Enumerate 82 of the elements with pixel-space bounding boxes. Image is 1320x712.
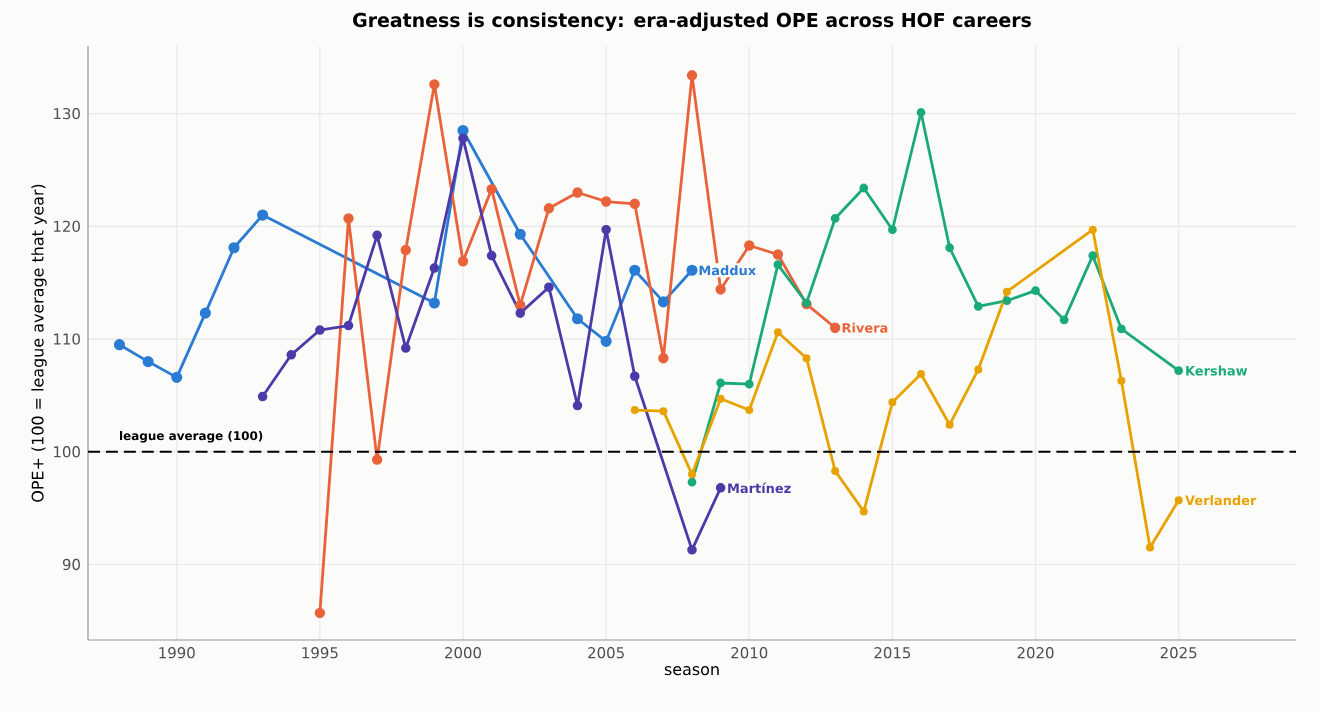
point (772, 249, 784, 260)
point (917, 370, 926, 378)
point (659, 407, 668, 416)
point (515, 300, 526, 311)
point (686, 264, 698, 276)
point (286, 350, 297, 360)
point (1031, 286, 1040, 295)
point (1117, 324, 1126, 334)
point (744, 240, 755, 251)
point (688, 470, 696, 479)
point (859, 183, 869, 193)
point (1088, 251, 1098, 261)
point (916, 108, 926, 117)
point (829, 322, 841, 333)
point (601, 224, 611, 235)
point (486, 250, 497, 261)
point (228, 242, 240, 254)
point (974, 365, 983, 374)
point (715, 483, 726, 493)
point (142, 356, 154, 368)
point (486, 183, 497, 195)
point (629, 264, 641, 276)
point (543, 203, 555, 214)
point (257, 209, 269, 221)
point (888, 398, 897, 407)
point (629, 198, 640, 209)
point (802, 354, 811, 363)
point (888, 225, 897, 235)
point (371, 454, 383, 465)
point (658, 353, 669, 364)
point (687, 477, 697, 487)
point (773, 260, 783, 270)
point (973, 301, 983, 311)
point (343, 213, 354, 224)
point (687, 545, 697, 555)
point (1002, 296, 1012, 306)
point (715, 284, 726, 295)
point (831, 466, 840, 475)
point (1174, 496, 1183, 505)
point (1117, 376, 1126, 385)
point (745, 406, 754, 415)
point (400, 343, 411, 353)
point (1002, 287, 1011, 296)
point (1146, 543, 1155, 552)
point (315, 325, 325, 335)
point (1174, 366, 1184, 375)
point (744, 379, 754, 389)
point (429, 79, 440, 90)
point (171, 371, 183, 383)
point (859, 507, 868, 516)
point (457, 256, 469, 267)
point (515, 308, 526, 318)
chart-title: Greatness is consistency: era-adjusted OPE across HOF careers (353, 12, 1031, 31)
point (830, 214, 840, 223)
point (571, 313, 584, 325)
point (199, 307, 211, 319)
point (600, 196, 612, 207)
point (257, 391, 268, 402)
point (544, 282, 554, 292)
point (514, 228, 526, 240)
point (343, 320, 354, 331)
point (1088, 225, 1097, 234)
point (1059, 315, 1069, 325)
point (600, 335, 612, 347)
point (113, 339, 126, 351)
point (572, 187, 583, 198)
point (716, 394, 725, 403)
point (773, 328, 782, 337)
point (945, 420, 954, 429)
point (429, 263, 440, 273)
point (686, 70, 698, 81)
point (657, 296, 669, 308)
point (629, 371, 640, 382)
point (716, 378, 726, 388)
point (314, 607, 326, 619)
point (372, 230, 382, 241)
point (945, 243, 955, 253)
point (458, 133, 468, 144)
point (572, 400, 583, 411)
point (428, 297, 440, 309)
point (400, 244, 411, 256)
point (630, 406, 639, 415)
